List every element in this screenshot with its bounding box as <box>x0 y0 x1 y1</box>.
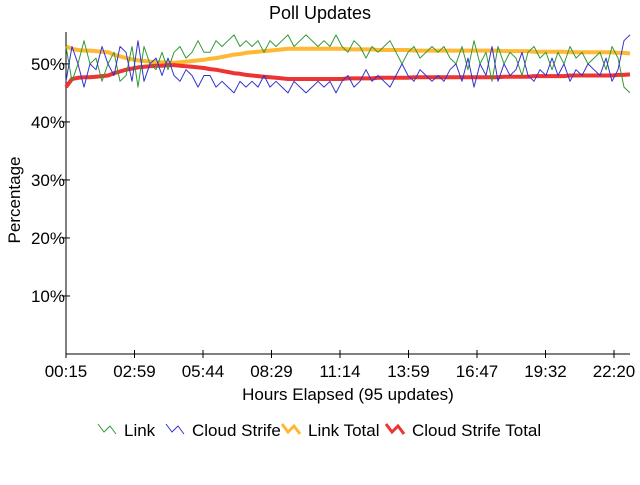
legend-item-cloud-strife-total: Cloud Strife Total <box>384 421 541 440</box>
x-axis-label: Hours Elapsed (95 updates) <box>242 385 454 404</box>
x-tick-label: 02:59 <box>113 362 156 381</box>
series-line-cloud-strife <box>65 34 631 94</box>
chart-title: Poll Updates <box>269 3 371 23</box>
x-tick-label: 16:47 <box>456 362 499 381</box>
legend-swatch <box>384 423 406 435</box>
x-tick-label: 11:14 <box>319 362 360 381</box>
x-tick-label: 00:15 <box>45 362 88 381</box>
legend-item-link-total: Link Total <box>280 421 380 440</box>
series-line-link <box>65 34 631 94</box>
legend-item-cloud-strife: Cloud Strife <box>165 421 281 440</box>
legend-label: Cloud Strife <box>192 421 281 440</box>
legend-label: Link <box>124 421 156 440</box>
legend: Link Cloud Strife Link Total Cloud Strife T… <box>97 421 541 440</box>
x-tick-label: 22:20 <box>593 362 636 381</box>
series-line-cloud-strife-total <box>64 63 631 89</box>
series-line-link-total <box>65 44 631 65</box>
x-tick-label: 19:32 <box>524 362 567 381</box>
legend-label: Link Total <box>308 421 380 440</box>
x-tick-label: 05:44 <box>182 362 225 381</box>
y-tick-label: 10% <box>31 287 65 306</box>
x-tick-label: 08:29 <box>250 362 293 381</box>
legend-swatch <box>280 423 302 435</box>
plot-area: 10% 20% 30% 40% 50% 00:15 02:59 05:44 08:29 11:14… <box>31 32 635 381</box>
legend-label: Cloud Strife Total <box>412 421 541 440</box>
y-tick-label: 50% <box>31 55 65 74</box>
legend-item-link: Link <box>97 421 156 440</box>
y-tick-label: 20% <box>31 229 65 248</box>
y-tick-label: 30% <box>31 171 65 190</box>
y-axis-label: Percentage <box>5 157 24 244</box>
y-tick-label: 40% <box>31 113 65 132</box>
x-tick-label: 13:59 <box>387 362 430 381</box>
legend-swatch <box>165 423 185 435</box>
legend-swatch <box>97 423 117 435</box>
